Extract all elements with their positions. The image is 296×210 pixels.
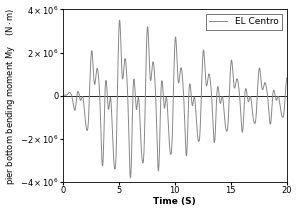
Legend: EL Centro: EL Centro	[206, 14, 282, 30]
EL Centro	[278, 102, 281, 105]
EL Centro	[267, 109, 271, 112]
Y-axis label: pier bottom bending moment My    ($\mathregular{N \cdot m}$): pier bottom bending moment My ($\mathreg…	[4, 7, 17, 185]
EL Centro	[61, 94, 65, 97]
EL Centro	[118, 19, 121, 21]
EL Centro	[129, 177, 132, 179]
EL Centro	[224, 125, 227, 127]
EL Centro	[285, 77, 288, 79]
X-axis label: Time (S): Time (S)	[153, 197, 196, 206]
EL Centro	[168, 141, 171, 143]
EL Centro	[155, 137, 159, 140]
EL Centro	[157, 168, 160, 171]
Line: EL Centro: EL Centro	[63, 20, 287, 178]
